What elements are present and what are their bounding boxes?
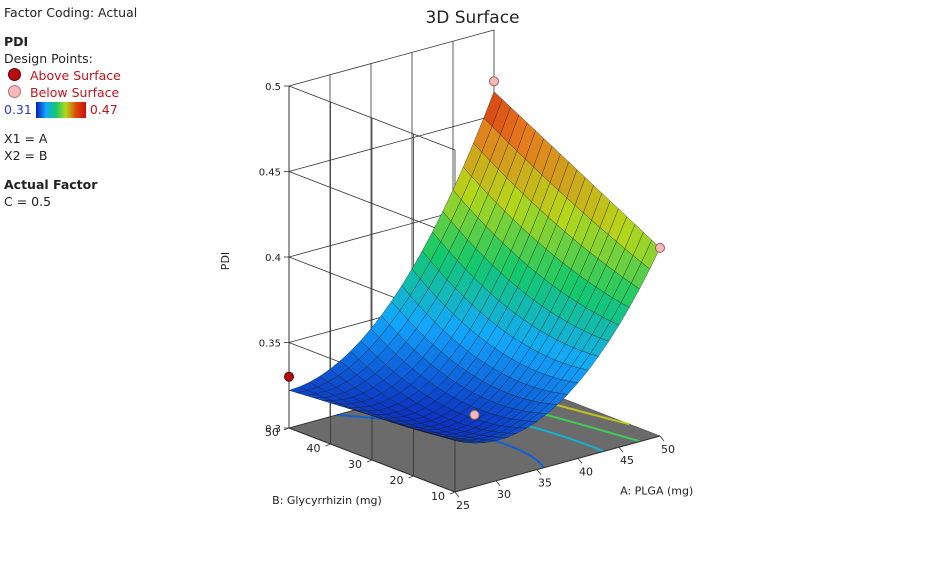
axis-a-tick-label: 25 — [456, 499, 470, 512]
design-point-below — [469, 409, 480, 420]
axis-z-tick-label: 0.3 — [265, 424, 281, 435]
axis-z-tick-label: 0.4 — [265, 253, 281, 264]
response-name: PDI — [4, 34, 29, 49]
axis-a-tick — [454, 491, 460, 498]
axis-a-tick — [577, 458, 583, 464]
axis-b-tick-label: 10 — [431, 490, 445, 503]
response-surface — [288, 91, 661, 444]
axis-a-tick-label: 40 — [579, 465, 593, 478]
above-surface-label: Above Surface — [30, 68, 121, 83]
axis-b-tick-label: 20 — [390, 474, 404, 487]
chart-title: 3D Surface — [425, 8, 520, 28]
axes — [283, 85, 665, 498]
axis-a-tick-label: 50 — [661, 443, 675, 456]
axis-z-tick-label: 0.45 — [259, 168, 281, 179]
axis-a-tick — [495, 480, 501, 487]
design-point-below — [655, 242, 665, 253]
below-surface-label: Below Surface — [30, 85, 120, 100]
axis-b-tick — [325, 443, 331, 447]
above-surface-marker-icon — [8, 68, 21, 81]
design-point-below — [489, 76, 499, 87]
factor-coding-label: Factor Coding: Actual — [4, 5, 138, 20]
color-scale-max: 0.47 — [89, 102, 118, 117]
legend-above-surface: Above Surface — [4, 67, 137, 84]
axis-b-tick-label: 30 — [348, 458, 362, 471]
axis-labels: 25303540455010203040500.30.350.40.450.5A… — [219, 82, 693, 512]
axis-b-tick — [366, 459, 373, 463]
axis-b-tick — [408, 475, 414, 479]
color-scale: 0.31 0.47 — [4, 101, 137, 118]
axis-z-tick-label: 0.35 — [259, 339, 281, 350]
color-scale-bar — [35, 102, 86, 118]
axis-z-title: PDI — [219, 252, 232, 270]
axis-b-tick — [449, 491, 456, 495]
design-points-label: Design Points: — [4, 51, 93, 66]
axis-a-tick-label: 30 — [497, 488, 511, 501]
actual-factor-c: C = 0.5 — [4, 194, 52, 209]
axis-a-tick-label: 35 — [538, 477, 552, 490]
axis-a-tick-label: 45 — [620, 454, 634, 467]
axis-a-tick — [536, 469, 542, 475]
chart-legend: Factor Coding: Actual PDI Design Points:… — [4, 4, 137, 210]
legend-below-surface: Below Surface — [4, 84, 137, 101]
axis-a-title: A: PLGA (mg) — [620, 485, 693, 498]
design-point-above — [284, 371, 294, 382]
axis-a-tick — [659, 435, 665, 442]
axis-a-line — [454, 435, 661, 493]
axis-a-tick — [618, 446, 624, 453]
below-surface-marker-icon — [8, 85, 21, 98]
actual-factor-heading: Actual Factor — [4, 177, 98, 192]
x1-mapping: X1 = A — [4, 131, 48, 146]
axis-b-tick-label: 50 — [265, 426, 279, 439]
design-points — [284, 76, 665, 420]
axis-z-tick-label: 0.5 — [265, 82, 281, 93]
axis-b-title: B: Glycyrrhizin (mg) — [272, 494, 382, 507]
wall-gridline — [288, 29, 495, 87]
axis-b-tick-label: 40 — [307, 442, 321, 455]
color-scale-min: 0.31 — [4, 102, 32, 117]
x2-mapping: X2 = B — [4, 148, 48, 163]
wall-gridline — [288, 115, 495, 172]
